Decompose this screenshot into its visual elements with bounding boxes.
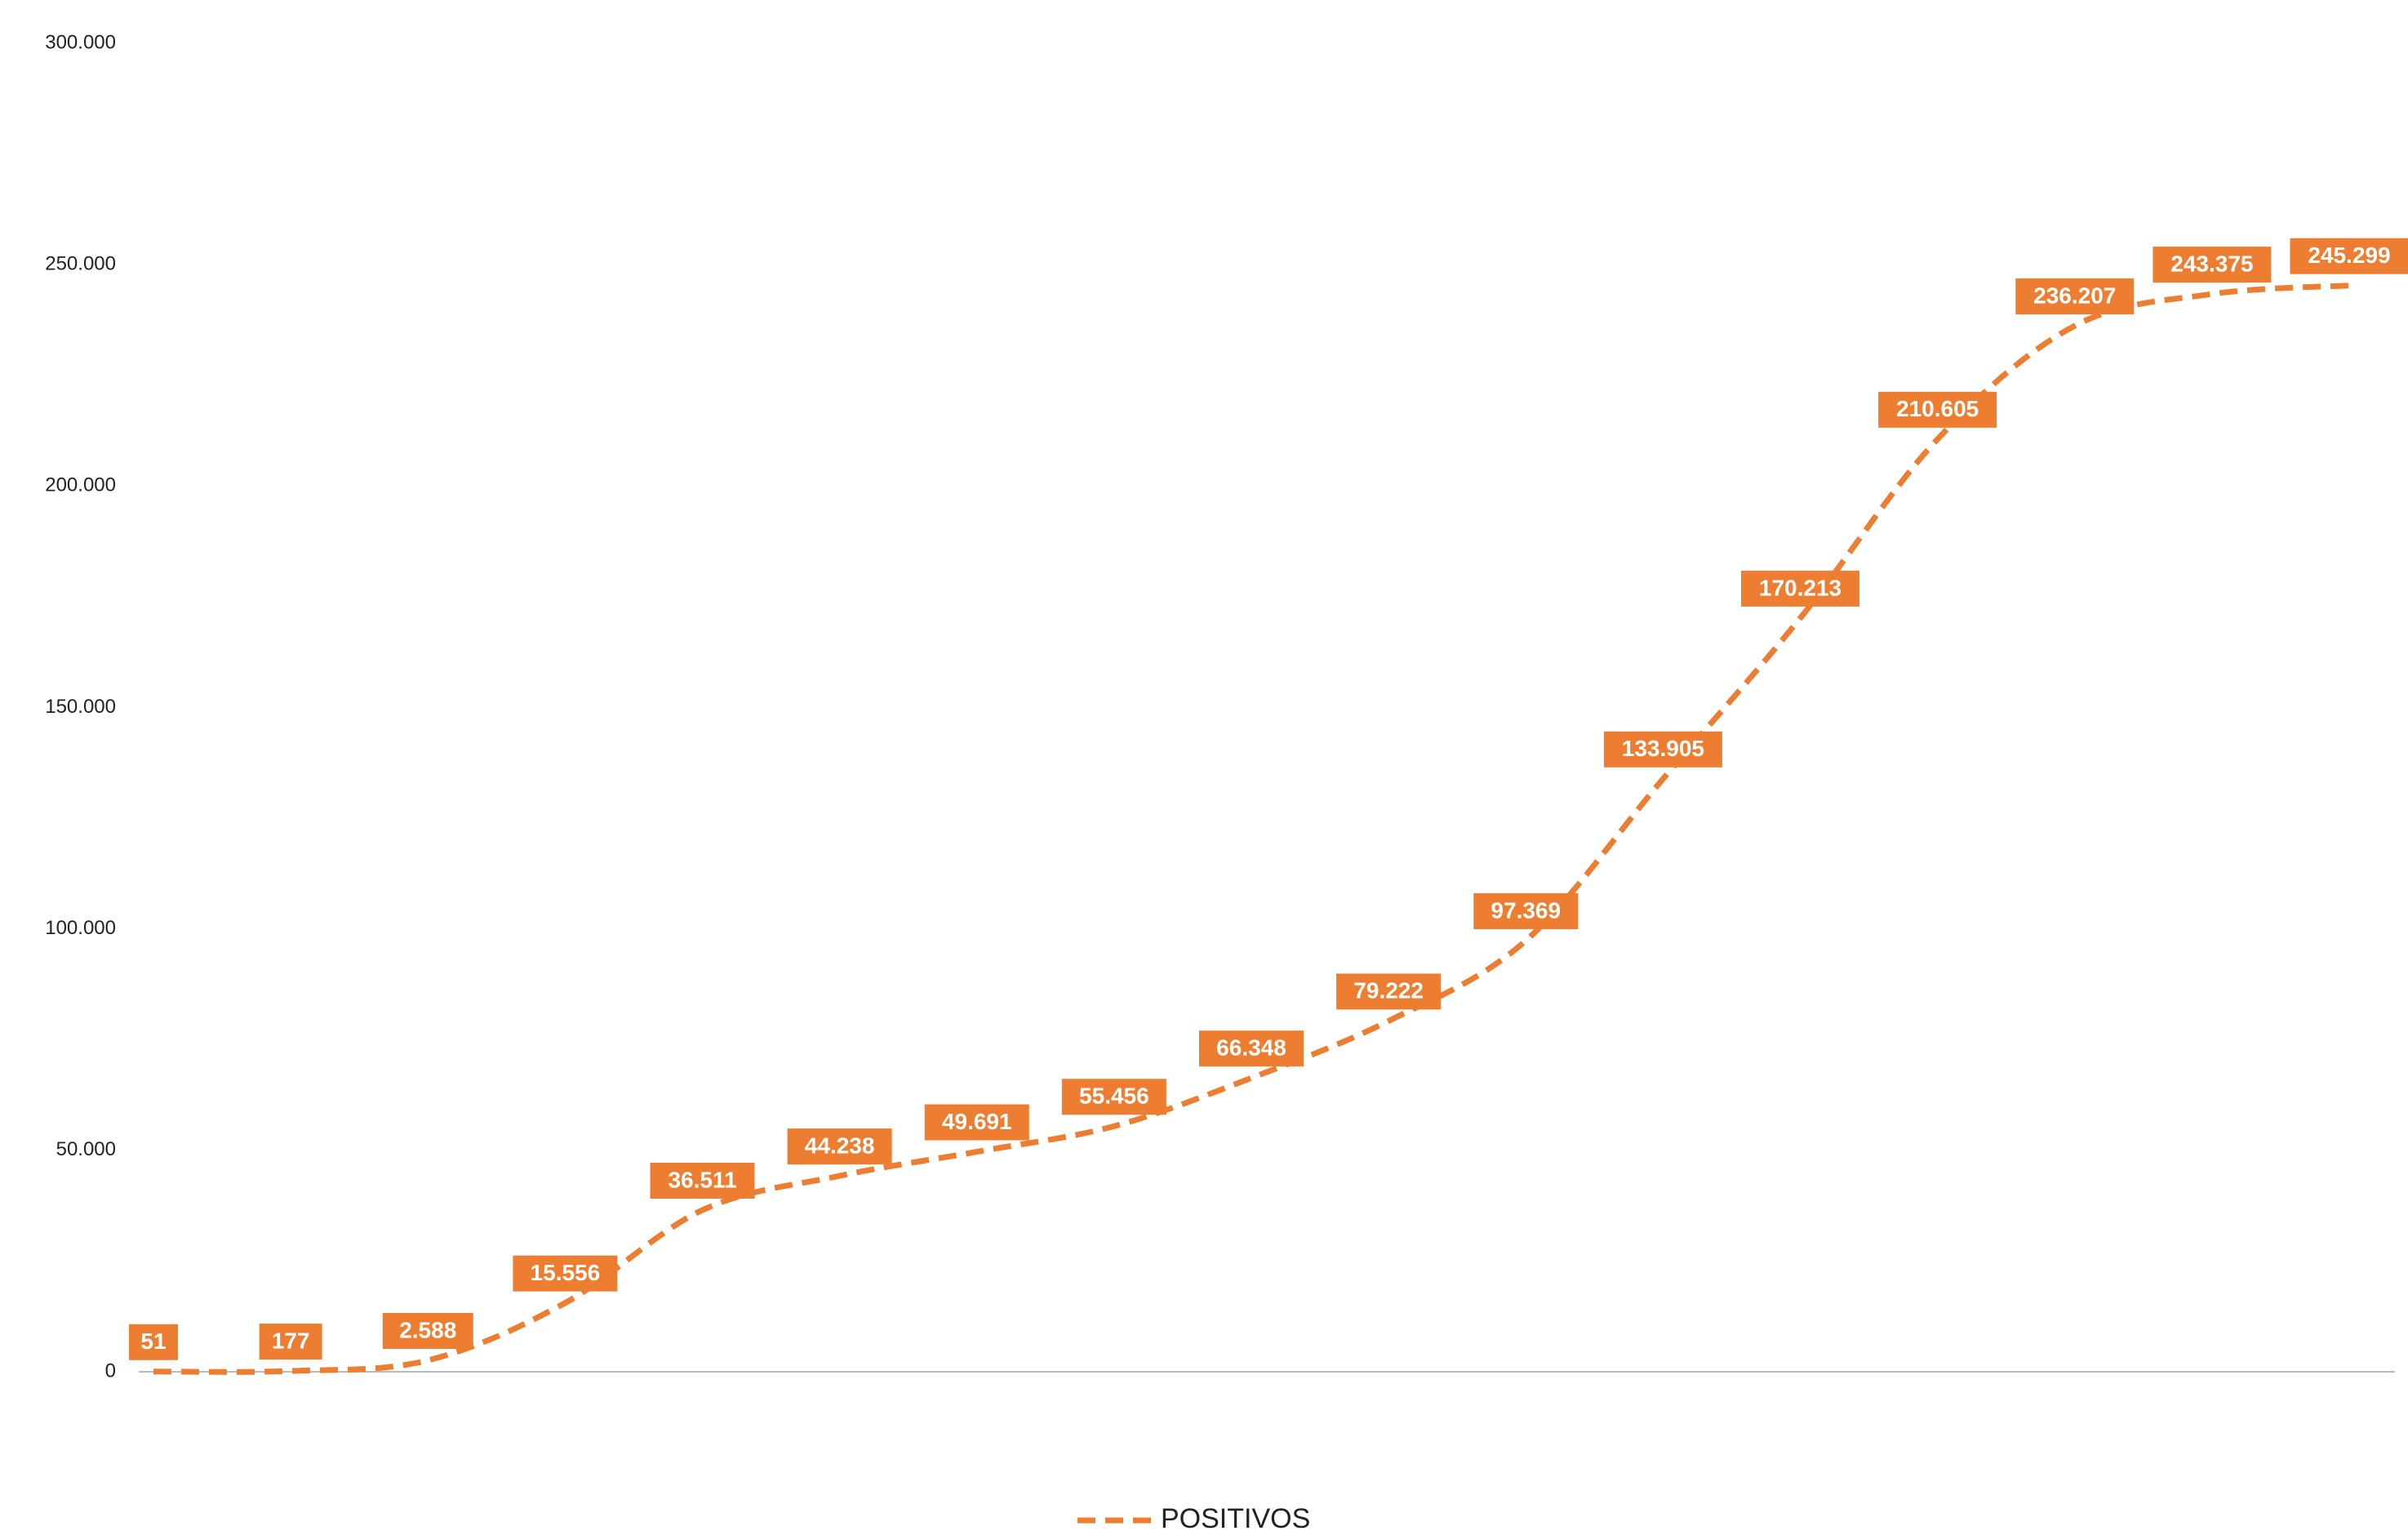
y-tick-label: 0 (105, 1360, 116, 1382)
data-label: 55.456 (1079, 1084, 1149, 1109)
data-label: 66.348 (1216, 1035, 1286, 1061)
data-label: 133.905 (1622, 736, 1704, 761)
data-label: 79.222 (1353, 978, 1424, 1004)
y-tick-label: 200.000 (45, 474, 116, 496)
data-label-box (129, 1324, 178, 1360)
data-label: 15.556 (531, 1260, 601, 1285)
data-label: 177 (272, 1328, 310, 1353)
data-label: 2.588 (399, 1317, 456, 1342)
data-label-box (1741, 570, 1859, 607)
data-label-box (924, 1104, 1029, 1141)
legend-label: POSITIVOS (1161, 1503, 1310, 1531)
data-label-box (1336, 973, 1442, 1010)
data-label: 243.375 (2170, 251, 2253, 276)
data-label: 44.238 (805, 1133, 875, 1158)
data-label-box (1603, 731, 1722, 768)
data-label-box (2290, 238, 2408, 274)
y-tick-label: 50.000 (56, 1138, 116, 1160)
data-label: 210.605 (1896, 396, 1979, 421)
y-tick-label: 100.000 (45, 917, 116, 939)
data-label: 49.691 (942, 1109, 1012, 1134)
data-label-box (1199, 1030, 1304, 1067)
data-label: 236.207 (2033, 283, 2116, 308)
data-label-box (382, 1312, 473, 1349)
data-label-box (1061, 1079, 1166, 1115)
data-label-box (787, 1128, 892, 1165)
data-label: 97.369 (1491, 897, 1561, 923)
data-label-box (513, 1255, 618, 1292)
data-label-box (1878, 391, 1997, 428)
data-label-box (1473, 892, 1579, 929)
data-label-box (2153, 247, 2272, 283)
y-tick-label: 300.000 (45, 31, 116, 53)
data-label-box (259, 1324, 322, 1360)
y-tick-label: 150.000 (45, 696, 116, 718)
y-tick-label: 250.000 (45, 253, 116, 275)
data-label-box (2015, 278, 2135, 314)
data-label: 36.511 (668, 1167, 736, 1192)
data-label: 170.213 (1759, 575, 1842, 600)
data-label-box (650, 1162, 755, 1199)
data-line (153, 283, 2350, 1375)
data-label: 245.299 (2308, 243, 2390, 268)
data-label: 51 (140, 1328, 166, 1354)
